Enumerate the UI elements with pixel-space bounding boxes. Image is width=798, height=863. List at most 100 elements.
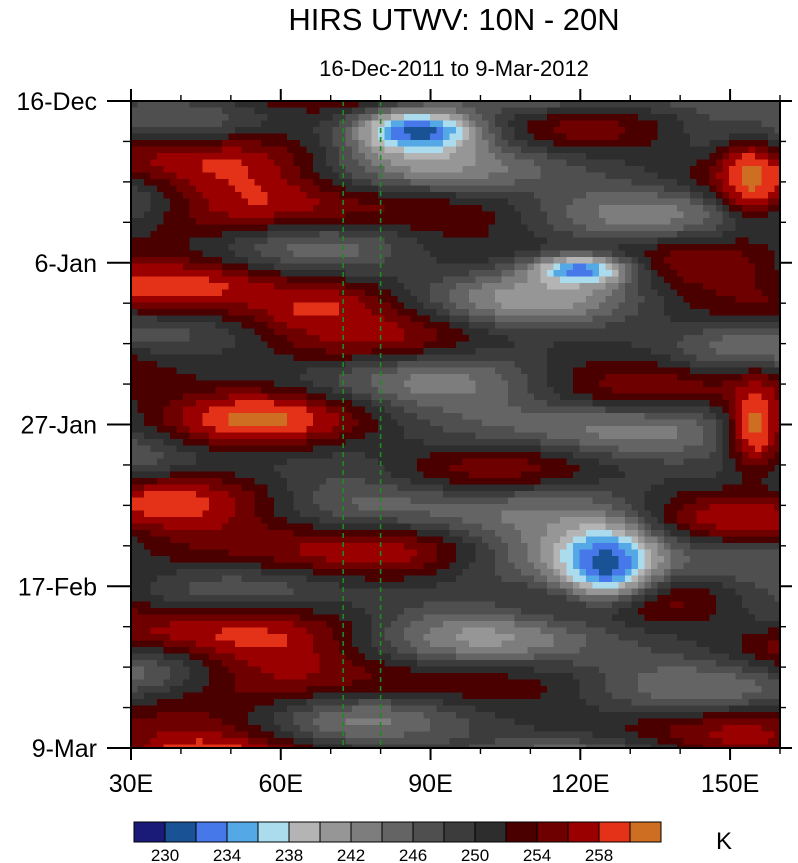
heatmap-cell: [521, 354, 529, 362]
heatmap-cell: [683, 263, 691, 271]
heatmap-cell: [150, 231, 158, 239]
heatmap-cell: [209, 198, 217, 206]
heatmap-cell: [293, 341, 301, 349]
heatmap-cell: [761, 237, 769, 245]
heatmap-cell: [189, 270, 197, 278]
heatmap-cell: [352, 419, 360, 427]
heatmap-cell: [176, 406, 184, 414]
heatmap-cell: [300, 348, 308, 356]
heatmap-cell: [176, 224, 184, 232]
heatmap-cell: [553, 127, 561, 135]
heatmap-cell: [547, 133, 555, 141]
heatmap-cell: [339, 283, 347, 291]
heatmap-cell: [488, 231, 496, 239]
heatmap-cell: [313, 270, 321, 278]
heatmap-cell: [742, 406, 750, 414]
heatmap-cell: [527, 400, 535, 408]
heatmap-cell: [397, 393, 405, 401]
heatmap-cell: [371, 120, 379, 128]
heatmap-cell: [560, 406, 568, 414]
heatmap-cell: [222, 380, 230, 388]
heatmap-cell: [605, 146, 613, 154]
heatmap-cell: [397, 218, 405, 226]
heatmap-cell: [306, 205, 314, 213]
heatmap-cell: [313, 361, 321, 369]
heatmap-cell: [449, 218, 457, 226]
heatmap-cell: [235, 400, 243, 408]
heatmap-cell: [241, 400, 249, 408]
heatmap-cell: [657, 270, 665, 278]
heatmap-cell: [462, 224, 470, 232]
heatmap-cell: [423, 406, 431, 414]
heatmap-cell: [183, 172, 191, 180]
heatmap-cell: [228, 309, 236, 317]
heatmap-cell: [729, 153, 737, 161]
heatmap-cell: [248, 276, 256, 284]
heatmap-cell: [371, 179, 379, 187]
heatmap-cell: [748, 218, 756, 226]
heatmap-cell: [358, 114, 366, 122]
heatmap-cell: [410, 270, 418, 278]
heatmap-cell: [644, 211, 652, 219]
heatmap-cell: [573, 172, 581, 180]
heatmap-cell: [150, 361, 158, 369]
heatmap-cell: [488, 211, 496, 219]
heatmap-cell: [748, 146, 756, 154]
heatmap-cell: [319, 218, 327, 226]
heatmap-cell: [462, 387, 470, 395]
heatmap-cell: [664, 127, 672, 135]
heatmap-cell: [215, 172, 223, 180]
heatmap-cell: [735, 237, 743, 245]
heatmap-cell: [482, 224, 490, 232]
heatmap-cell: [586, 387, 594, 395]
heatmap-cell: [176, 400, 184, 408]
heatmap-cell: [768, 198, 776, 206]
heatmap-cell: [326, 406, 334, 414]
heatmap-cell: [748, 172, 756, 180]
heatmap-cell: [215, 400, 223, 408]
heatmap-cell: [703, 289, 711, 297]
heatmap-cell: [313, 322, 321, 330]
heatmap-cell: [690, 309, 698, 317]
heatmap-cell: [332, 107, 340, 115]
heatmap-cell: [157, 367, 165, 375]
heatmap-cell: [677, 101, 685, 109]
heatmap-cell: [254, 257, 262, 265]
heatmap-cell: [436, 341, 444, 349]
heatmap-cell: [397, 322, 405, 330]
heatmap-cell: [612, 146, 620, 154]
heatmap-cell: [131, 413, 139, 421]
heatmap-cell: [215, 406, 223, 414]
heatmap-cell: [157, 127, 165, 135]
heatmap-cell: [774, 237, 780, 245]
heatmap-cell: [579, 211, 587, 219]
heatmap-cell: [742, 393, 750, 401]
heatmap-cell: [332, 114, 340, 122]
heatmap-cell: [729, 335, 737, 343]
heatmap-cell: [514, 393, 522, 401]
heatmap-cell: [326, 367, 334, 375]
heatmap-cell: [540, 218, 548, 226]
heatmap-cell: [352, 296, 360, 304]
heatmap-cell: [709, 270, 717, 278]
heatmap-cell: [638, 354, 646, 362]
heatmap-cell: [293, 419, 301, 427]
heatmap-cell: [248, 393, 256, 401]
heatmap-cell: [280, 244, 288, 252]
heatmap-cell: [618, 302, 626, 310]
heatmap-cell: [722, 276, 730, 284]
heatmap-cell: [638, 244, 646, 252]
heatmap-cell: [501, 354, 509, 362]
heatmap-cell: [443, 133, 451, 141]
heatmap-cell: [677, 159, 685, 167]
heatmap-cell: [189, 419, 197, 427]
heatmap-cell: [540, 413, 548, 421]
heatmap-cell: [540, 354, 548, 362]
heatmap-cell: [475, 302, 483, 310]
heatmap-cell: [553, 270, 561, 278]
heatmap-cell: [150, 127, 158, 135]
heatmap-cell: [605, 237, 613, 245]
heatmap-cell: [313, 393, 321, 401]
heatmap-cell: [417, 127, 425, 135]
heatmap-cell: [495, 270, 503, 278]
